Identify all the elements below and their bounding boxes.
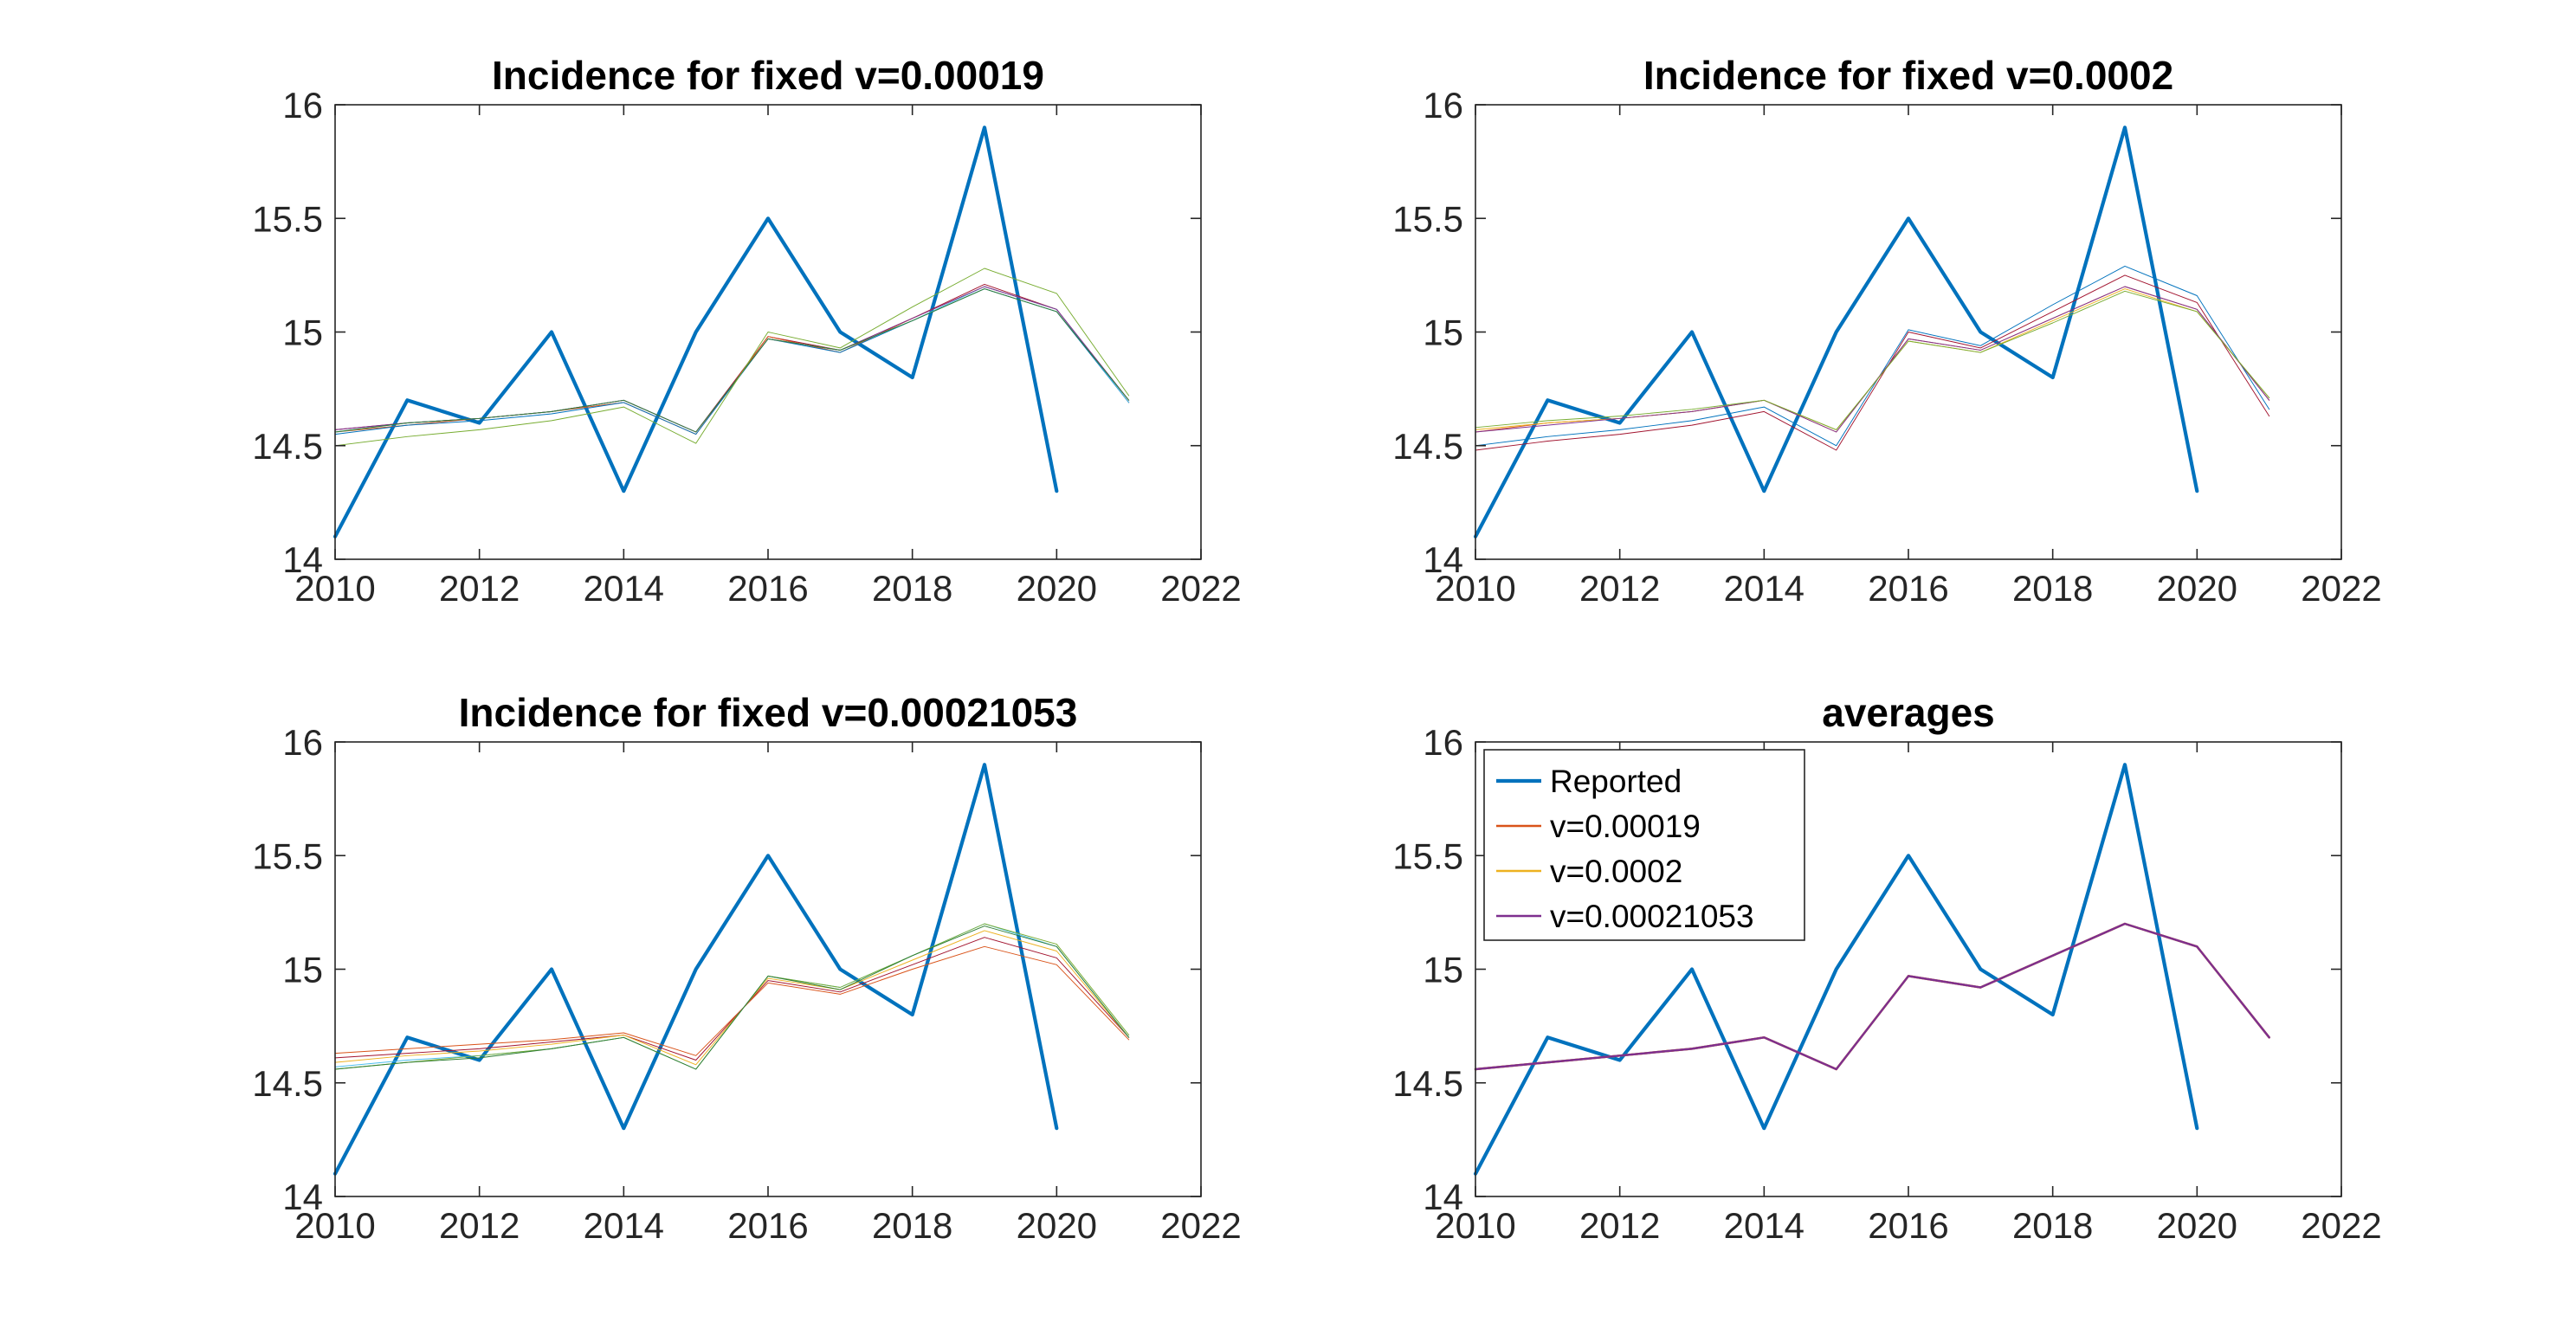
x-tick-label: 2016 bbox=[727, 568, 808, 609]
x-tick-label: 2022 bbox=[2301, 568, 2381, 609]
x-tick-label: 2018 bbox=[2012, 1205, 2093, 1246]
y-tick-label: 15 bbox=[282, 950, 323, 990]
y-tick-label: 16 bbox=[282, 85, 323, 126]
x-tick-label: 2020 bbox=[1017, 1205, 1097, 1246]
y-tick-label: 15.5 bbox=[252, 835, 323, 876]
y-tick-label: 14 bbox=[1423, 1177, 1463, 1217]
chart-panel-4: 2010 2012 2014 2016 2018 2020 2022 14 14.5 15 15.5… bbox=[1392, 690, 2381, 1246]
series-line-3 bbox=[334, 937, 1130, 1061]
legend-label: v=0.00019 bbox=[1550, 809, 1701, 844]
x-tick-label: 2010 bbox=[1435, 1205, 1515, 1246]
chart-panel-2: 2010 2012 2014 2016 2018 2020 2022 14 14.5 15 15.5… bbox=[1392, 53, 2381, 609]
x-tick-label: 2010 bbox=[294, 1205, 375, 1246]
y-tick-label: 14.5 bbox=[252, 426, 323, 467]
series-line-7 bbox=[334, 288, 1130, 433]
x-tick-label: 2022 bbox=[1160, 568, 1241, 609]
series-line-7 bbox=[1475, 290, 2270, 430]
x-tick-label: 2014 bbox=[584, 1205, 664, 1246]
x-tick-label: 2014 bbox=[584, 568, 664, 609]
y-tick-label: 15 bbox=[282, 313, 323, 353]
x-tick-label: 2020 bbox=[2157, 1205, 2237, 1246]
x-tick-label: 2016 bbox=[1868, 1205, 1948, 1246]
y-tick-label: 15 bbox=[1423, 950, 1463, 990]
x-tick-label: 2012 bbox=[1579, 568, 1660, 609]
x-tick-label: 2012 bbox=[1579, 1205, 1660, 1246]
y-tick-label: 16 bbox=[1423, 85, 1463, 126]
y-tick-label: 16 bbox=[1423, 722, 1463, 763]
chart-panel-3: 2010 2012 2014 2016 2018 2020 2022 14 14.5 15 15.5… bbox=[252, 690, 1241, 1246]
series-line-4 bbox=[1474, 922, 2270, 1071]
x-tick-label: 2022 bbox=[1160, 1205, 1241, 1246]
legend-label: Reported bbox=[1550, 764, 1682, 799]
series-line-7 bbox=[334, 925, 1130, 1070]
x-tick-label: 2014 bbox=[1724, 568, 1804, 609]
series-line-2 bbox=[1475, 274, 2270, 451]
chart-panel-1: 2010 2012 2014 2016 2018 2020 2022 14 14.5 15 15.5… bbox=[252, 53, 1241, 609]
chart-title: Incidence for fixed v=0.0002 bbox=[1643, 53, 2173, 98]
series-line-1 bbox=[1473, 126, 2199, 539]
chart-title: Incidence for fixed v=0.00019 bbox=[492, 53, 1044, 98]
y-tick-label: 15.5 bbox=[1392, 835, 1463, 876]
x-tick-label: 2012 bbox=[439, 1205, 520, 1246]
y-tick-label: 14.5 bbox=[1392, 426, 1463, 467]
y-tick-label: 14 bbox=[282, 1177, 323, 1217]
y-tick-label: 15.5 bbox=[252, 198, 323, 239]
x-tick-label: 2022 bbox=[2301, 1205, 2381, 1246]
legend-label: v=0.00021053 bbox=[1550, 899, 1754, 934]
y-tick-label: 14.5 bbox=[252, 1063, 323, 1104]
y-tick-label: 14 bbox=[282, 539, 323, 580]
x-tick-label: 2012 bbox=[439, 568, 520, 609]
x-tick-label: 2018 bbox=[872, 1205, 952, 1246]
y-tick-label: 14 bbox=[1423, 539, 1463, 580]
series-line-8 bbox=[334, 268, 1130, 447]
series-line-4 bbox=[334, 930, 1130, 1066]
series-line-1 bbox=[1473, 763, 2199, 1176]
y-tick-label: 15 bbox=[1423, 313, 1463, 353]
chart-title: Incidence for fixed v=0.00021053 bbox=[459, 690, 1078, 735]
y-tick-label: 15.5 bbox=[1392, 198, 1463, 239]
chart-title: averages bbox=[1822, 690, 1995, 735]
x-tick-label: 2018 bbox=[872, 568, 952, 609]
x-tick-label: 2014 bbox=[1724, 1205, 1804, 1246]
x-tick-label: 2016 bbox=[727, 1205, 808, 1246]
x-tick-label: 2020 bbox=[2157, 568, 2237, 609]
x-tick-label: 2010 bbox=[1435, 568, 1515, 609]
x-tick-label: 2020 bbox=[1017, 568, 1097, 609]
series-line-3 bbox=[1475, 265, 2270, 447]
legend: Reported v=0.00019 v=0.0002 v=0.00021053 bbox=[1483, 749, 1805, 941]
legend-label: v=0.0002 bbox=[1550, 854, 1682, 889]
y-tick-label: 14.5 bbox=[1392, 1063, 1463, 1104]
x-tick-label: 2016 bbox=[1868, 568, 1948, 609]
x-tick-label: 2010 bbox=[294, 568, 375, 609]
series-line-2 bbox=[334, 945, 1130, 1056]
y-tick-label: 16 bbox=[282, 722, 323, 763]
x-tick-label: 2018 bbox=[2012, 568, 2093, 609]
